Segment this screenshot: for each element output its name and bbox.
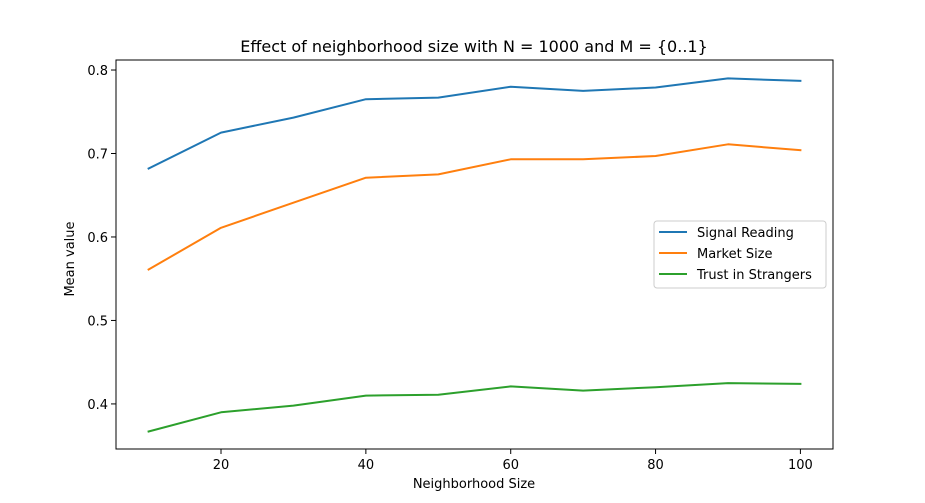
y-tick-label: 0.6 [87,231,108,246]
x-tick-label: 80 [647,458,664,473]
legend: Signal Reading Market Size Trust in Strang… [653,220,827,289]
series-lines [147,77,802,433]
y-axis-label: Mean value [63,221,78,296]
x-tick-label: 40 [358,458,375,473]
series-line-signal-reading [147,77,802,170]
chart-title: Effect of neighborhood size with N = 100… [240,37,708,56]
series-line-trust-in-strangers [147,382,802,433]
x-tick-label: 100 [788,458,813,473]
y-tick-label: 0.7 [87,147,108,162]
legend-label-signal-reading: Signal Reading [697,226,794,241]
x-tick-label: 60 [502,458,519,473]
series-line-market-size [147,143,802,271]
x-axis-label: Neighborhood Size [413,477,535,492]
legend-label-trust-in-strangers: Trust in Strangers [696,268,812,283]
y-tick-label: 0.8 [87,64,108,79]
legend-label-market-size: Market Size [697,247,773,262]
y-tick-label: 0.5 [87,314,108,329]
y-axis-ticks: 0.4 0.5 0.6 0.7 0.8 [87,64,116,413]
y-tick-label: 0.4 [87,398,108,413]
legend-box [653,220,827,289]
x-axis-ticks: 20 40 60 80 100 [213,449,813,473]
x-tick-label: 20 [213,458,230,473]
